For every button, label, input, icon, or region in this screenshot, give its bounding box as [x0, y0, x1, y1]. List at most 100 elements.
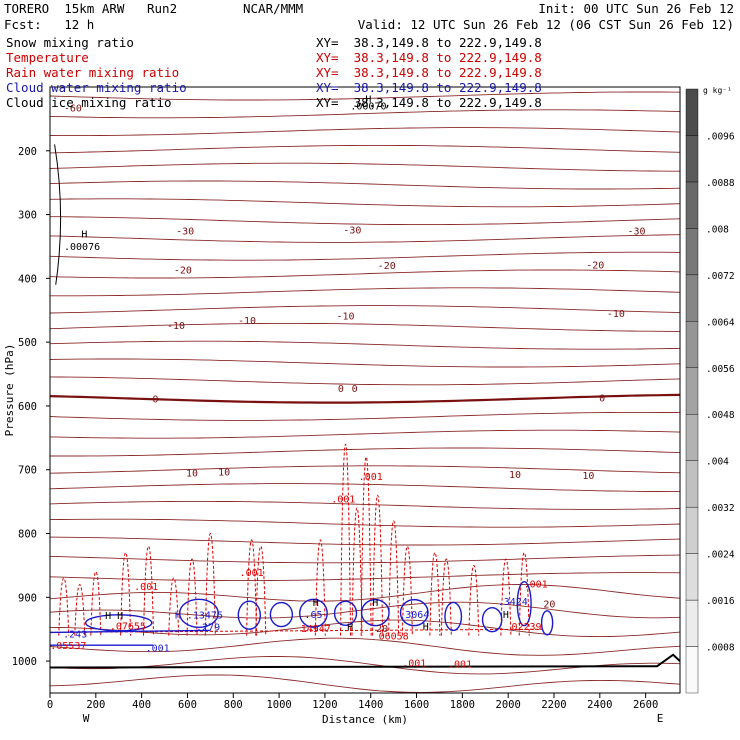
- isotherm-line: [49, 500, 681, 510]
- isotherm-label: 20: [376, 624, 388, 635]
- cloud-water-label: .243: [63, 630, 87, 641]
- isotherm-label: -30: [627, 227, 645, 238]
- colorbar-tick-label: .0064: [706, 317, 735, 328]
- rain-contour: [351, 507, 363, 636]
- isotherm-line: [49, 536, 681, 546]
- isotherm-line: [49, 554, 681, 564]
- y-tick-label: 400: [18, 273, 37, 285]
- x-tick-label: 1400: [358, 699, 383, 711]
- colorbar-tick-label: .004: [706, 457, 729, 468]
- isotherm-line: [49, 251, 681, 261]
- extremum-label: H: [347, 623, 353, 634]
- isotherm-label: 0: [599, 394, 605, 405]
- isotherm-line: [49, 572, 681, 582]
- init-time: Init: 00 UTC Sun 26 Feb 12: [538, 1, 734, 16]
- extremum-label: H: [423, 622, 429, 633]
- isotherm-line: [49, 144, 681, 154]
- rain-contour: [401, 545, 413, 636]
- isotherm-line: [49, 180, 681, 190]
- isotherm-line: [49, 340, 681, 350]
- rain-label: .001: [524, 579, 548, 590]
- rain-label: 14947: [301, 624, 331, 635]
- rain-contour: [246, 539, 258, 636]
- cloud-water-label: .3424: [498, 597, 528, 608]
- rain-contour: [372, 494, 384, 636]
- x-tick-label: 2600: [633, 699, 658, 711]
- cloud-water-label: H .13475: [175, 611, 223, 622]
- isotherm-line: [49, 518, 681, 528]
- org-label: NCAR/MMM: [243, 1, 304, 16]
- cloud-water-contour: [49, 629, 211, 634]
- isotherm-line: [49, 674, 681, 693]
- extremum-label: H: [365, 94, 371, 105]
- cloud-water-contour: [237, 600, 262, 630]
- cloud-water-contour: [333, 600, 358, 626]
- colorbar-segment: [685, 135, 699, 183]
- rain-label: .001: [448, 660, 472, 671]
- rain-contour: [429, 552, 441, 636]
- y-axis-title: Pressure (hPa): [3, 344, 16, 437]
- y-tick-label: 600: [18, 401, 37, 413]
- colorbar-tick-label: .0008: [706, 643, 735, 654]
- isotherm-line: [49, 269, 681, 279]
- rain-label: .001: [134, 582, 158, 593]
- colorbar-segment: [685, 460, 699, 508]
- rain-contour: [74, 584, 86, 636]
- isotherm-label: 0: [352, 384, 358, 395]
- isotherm-label: -30: [343, 225, 361, 236]
- rain-label: .001: [359, 472, 383, 483]
- isotherm-label: -20: [378, 261, 396, 272]
- east-label: E: [657, 712, 664, 725]
- isotherm-line: [49, 322, 680, 332]
- field-cloud-water: Cloud water mixing ratio: [6, 80, 187, 95]
- extremum-label: H: [313, 598, 319, 609]
- cloud-water-label: .001: [146, 644, 170, 655]
- colorbar-segment: [685, 367, 699, 415]
- isotherm-line: [50, 287, 681, 297]
- rain-contour: [518, 552, 530, 636]
- cloud-water-contour: [178, 598, 219, 628]
- cloud-water-contour: [444, 601, 463, 632]
- isotherm-label: -10: [167, 321, 185, 332]
- colorbar-segment: [685, 181, 699, 229]
- isotherm-label: 0: [152, 394, 158, 405]
- isotherm-line: [49, 601, 681, 619]
- isotherm-label: -10: [238, 316, 256, 327]
- x-tick-label: 200: [86, 699, 105, 711]
- y-tick-label: 900: [18, 592, 37, 604]
- isotherm-line: [49, 411, 681, 421]
- rain-contour: [204, 533, 216, 636]
- colorbar-segment: [685, 414, 699, 461]
- field-temperature: Temperature: [6, 50, 89, 65]
- isotherm-label: 10: [218, 468, 230, 479]
- cloud-water-contour: [540, 610, 554, 636]
- cloud-water-label: .65: [304, 610, 322, 621]
- extremum-label: .00076: [64, 242, 100, 253]
- colorbar-tick-label: .0072: [706, 271, 735, 282]
- rain-label: .001: [402, 658, 426, 669]
- x-tick-label: 2400: [587, 699, 612, 711]
- isotherm-label: -10: [336, 311, 354, 322]
- isotherm-line: [49, 429, 681, 439]
- model-title: TORERO 15km ARW Run2: [4, 1, 178, 16]
- x-tick-label: 1000: [266, 699, 291, 711]
- colorbar-tick-label: .0088: [706, 178, 735, 189]
- x-tick-label: 1800: [450, 699, 475, 711]
- rain-contour: [90, 571, 102, 636]
- colorbar-tick-label: .0096: [706, 131, 735, 142]
- rain-contour: [168, 577, 180, 636]
- isotherm-label: -60: [64, 103, 82, 114]
- valid-time: Valid: 12 UTC Sun 26 Feb 12 (06 CST Sun …: [357, 17, 734, 32]
- isotherm-line: [49, 162, 680, 172]
- isotherm-line: [49, 656, 681, 675]
- isotherm-label: 10: [582, 471, 594, 482]
- isotherm-line: [49, 127, 681, 137]
- colorbar-segment: [685, 599, 699, 647]
- isotherm-line: [49, 305, 681, 314]
- colorbar-segment: [685, 506, 699, 554]
- y-tick-label: 700: [18, 465, 37, 477]
- isotherm-line: [49, 234, 681, 243]
- terrain-line: [49, 653, 681, 669]
- cloud-water-contour: [269, 601, 294, 628]
